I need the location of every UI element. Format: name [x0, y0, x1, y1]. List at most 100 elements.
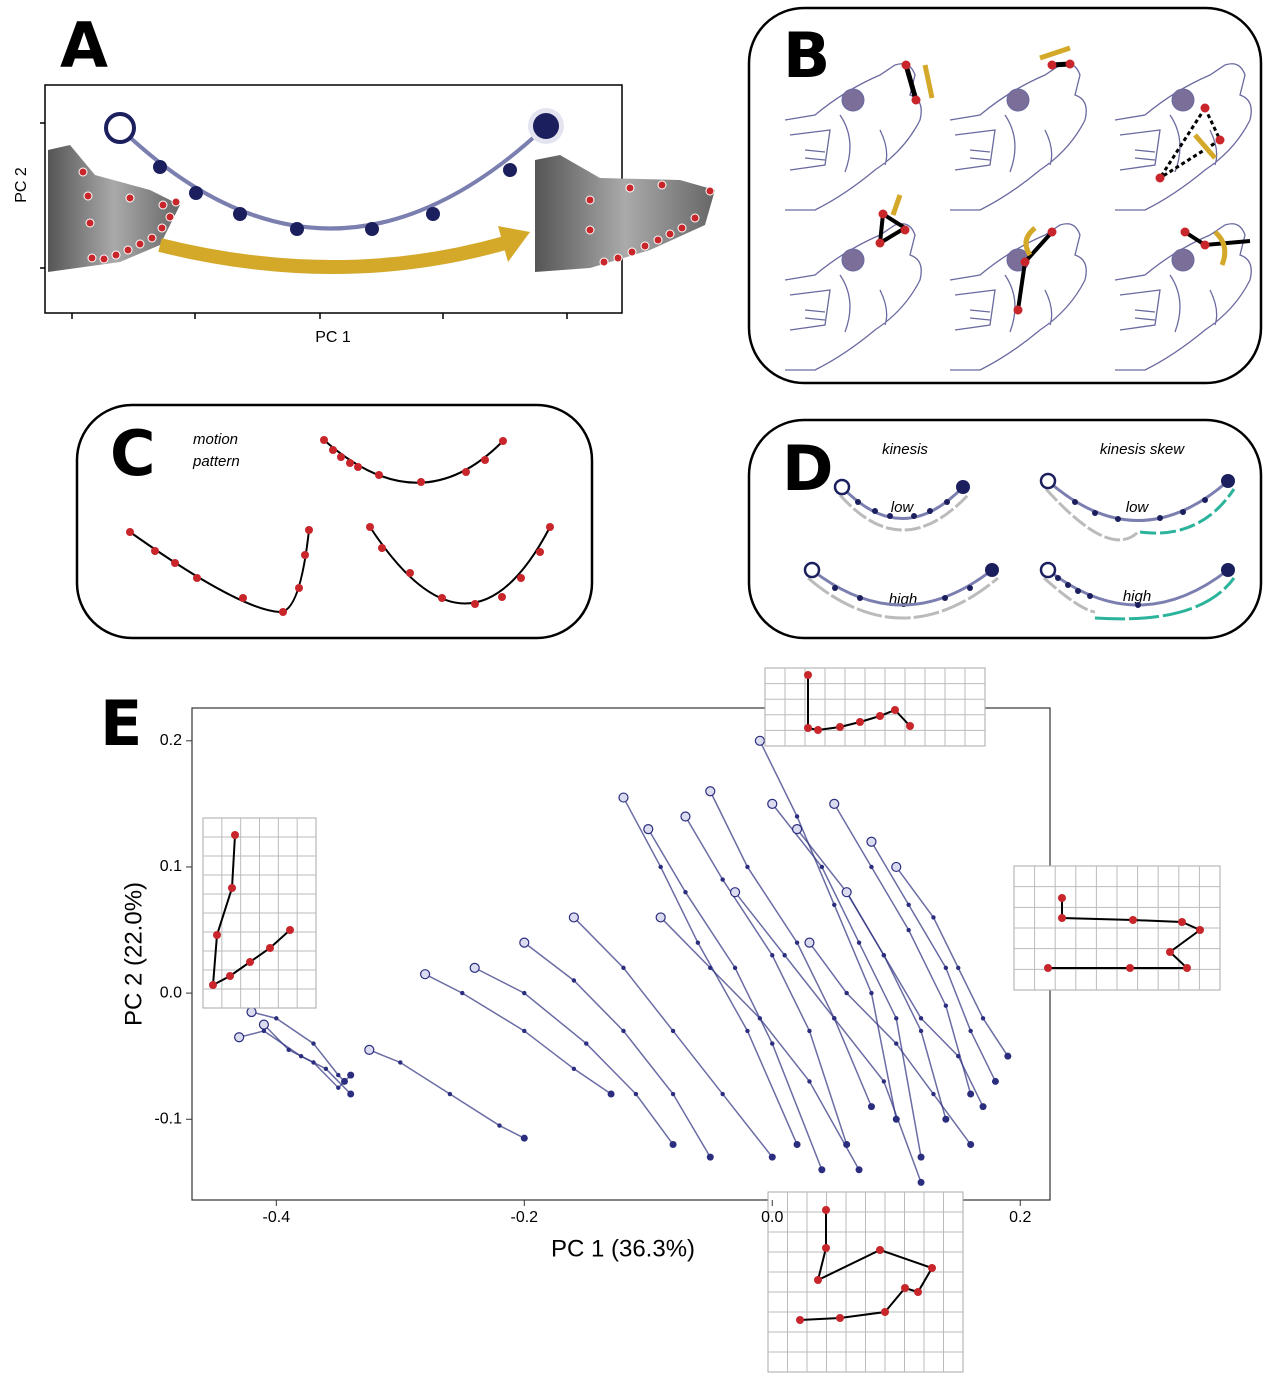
landmark [246, 958, 254, 966]
start-point [804, 937, 815, 948]
kinesis-arcs [807, 479, 1236, 621]
panel-b-frame [747, 6, 1263, 385]
trajectory-point [943, 1003, 949, 1008]
kinesis-points [803, 472, 1235, 608]
landmark [796, 1316, 804, 1324]
start-point [729, 887, 741, 898]
trajectory-point [917, 1178, 925, 1186]
trajectory-point [520, 1134, 528, 1142]
trajectory-line [870, 841, 997, 1082]
axis-label: PC 2 [13, 167, 30, 203]
trajectory-point [855, 1166, 863, 1174]
panel-title: motion [193, 431, 238, 448]
trajectory-point [793, 1140, 801, 1148]
landmark [876, 712, 884, 720]
landmark [804, 671, 812, 679]
trajectory-point [991, 1077, 999, 1085]
landmark [856, 718, 864, 726]
trajectory-point [894, 1041, 899, 1046]
landmark [286, 926, 294, 934]
start-point [655, 912, 666, 923]
trajectory-point [818, 1166, 826, 1174]
trajectory-point [843, 1140, 851, 1148]
trajectory-point [979, 1103, 987, 1111]
trajectory-point [584, 1041, 589, 1046]
landmark [226, 972, 234, 980]
landmark [1058, 914, 1066, 922]
start-point [791, 824, 803, 835]
trajectory-point [658, 864, 663, 870]
trajectory-point [967, 1090, 975, 1098]
landmark [822, 1206, 830, 1214]
landmark [266, 944, 274, 952]
level-label: low [1126, 499, 1150, 516]
trajectory-point [311, 1041, 316, 1046]
trajectory-line [263, 1024, 352, 1089]
trajectory-point [607, 1090, 615, 1098]
trajectory-point [720, 1091, 725, 1097]
trajectory-line [647, 828, 823, 1170]
start-point [234, 1032, 245, 1043]
trajectory-point [336, 1072, 341, 1078]
trajectory-point [336, 1085, 341, 1090]
start-point [643, 824, 654, 835]
landmark [814, 1276, 822, 1284]
trajectory-point [867, 1103, 875, 1111]
x-tick-label: 0.0 [761, 1209, 783, 1226]
trajectory-point [956, 1053, 961, 1059]
trajectories [234, 735, 1012, 1186]
panel-letter: D [782, 432, 833, 505]
landmark [1166, 948, 1174, 956]
start-point [568, 912, 579, 923]
trajectory-point [347, 1090, 355, 1098]
landmark [928, 1264, 936, 1272]
trajectory-line [660, 916, 860, 1171]
trajectory-point [807, 1028, 812, 1034]
landmark [213, 931, 221, 939]
trajectory-point [708, 965, 713, 971]
landmark [1178, 918, 1186, 926]
trajectory-point [447, 1091, 453, 1097]
panel-letter: A [60, 9, 108, 82]
trajectory-point [943, 965, 949, 971]
landmark [876, 1246, 884, 1254]
landmark [891, 706, 899, 714]
start-point [841, 887, 852, 898]
y-tick-label: 0.2 [160, 732, 182, 749]
landmark [1196, 926, 1204, 934]
landmark [881, 1308, 889, 1316]
y-tick-label: 0.1 [160, 858, 182, 875]
column-title: kinesis [882, 441, 928, 458]
y-tick-label: -0.1 [154, 1110, 182, 1127]
trajectory-point [311, 1060, 316, 1065]
trajectory-line [709, 790, 873, 1107]
trajectory-point [819, 864, 825, 870]
start-point [104, 112, 136, 144]
trajectory-point [770, 1041, 775, 1046]
trajectory-point [460, 990, 465, 996]
panel-title: pattern [192, 453, 240, 470]
landmark [836, 1314, 844, 1322]
trajectory-line [846, 891, 984, 1107]
trajectory-point [894, 1016, 899, 1021]
trajectory-line [573, 916, 773, 1158]
trajectory-line [734, 891, 922, 1183]
level-label: high [1123, 588, 1151, 605]
landmark [1126, 964, 1134, 972]
end-point [533, 113, 559, 139]
trajectory-point [794, 814, 800, 819]
grid-bg [764, 667, 986, 747]
panel-letter: B [783, 19, 830, 92]
trajectory-point [869, 990, 874, 996]
trajectory-points [153, 160, 517, 236]
trajectory-line [622, 797, 798, 1145]
trajectory-point [261, 1028, 267, 1034]
trajectory-point [832, 902, 837, 907]
trajectory-point [670, 1028, 676, 1034]
landmark [209, 981, 217, 989]
fish-sketch [1114, 63, 1252, 211]
trajectory-point [757, 1016, 763, 1021]
landmark [901, 1284, 909, 1292]
trajectory-point [794, 940, 800, 945]
